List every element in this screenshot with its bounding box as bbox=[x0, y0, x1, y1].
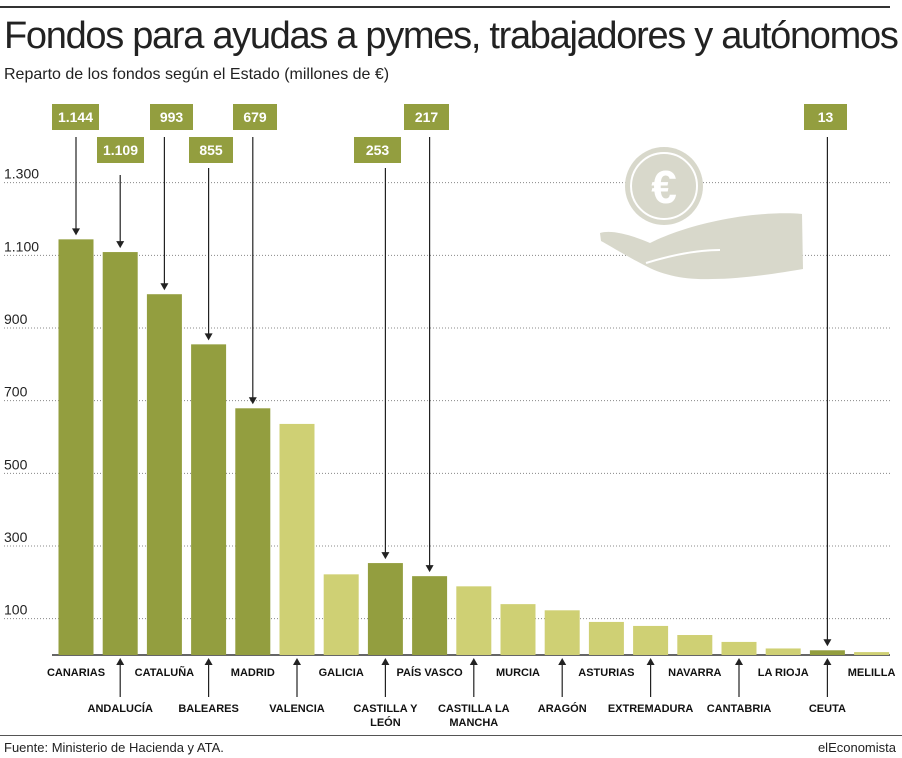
category-label: CASTILLA Y LEÓN bbox=[353, 703, 418, 729]
y-tick-label: 1.300 bbox=[4, 166, 39, 182]
label-pointer-head bbox=[646, 658, 655, 665]
bar bbox=[633, 625, 669, 655]
value-label: 1.144 bbox=[58, 109, 93, 125]
label-pointer-head bbox=[735, 658, 743, 665]
value-arrow-head bbox=[160, 283, 169, 291]
category-label: MELILLA bbox=[848, 667, 896, 679]
value-label-box bbox=[354, 137, 401, 163]
y-tick-label: 100 bbox=[4, 602, 28, 618]
category-label: MADRID bbox=[231, 667, 275, 679]
label-pointer-head bbox=[381, 658, 390, 665]
bar bbox=[677, 635, 713, 655]
source-note: Fuente: Ministerio de Hacienda y ATA. bbox=[4, 740, 224, 755]
value-label-box bbox=[233, 104, 277, 130]
value-label: 679 bbox=[243, 109, 267, 125]
brand-logo: elEconomista bbox=[817, 740, 896, 755]
bar bbox=[191, 344, 227, 655]
bar bbox=[102, 252, 138, 655]
category-label: GALICIA bbox=[319, 667, 364, 679]
bar bbox=[235, 408, 271, 655]
euro-symbol: € bbox=[651, 161, 677, 213]
bottom-rule bbox=[0, 735, 902, 736]
category-label: CASTILLA LA MANCHA bbox=[438, 703, 510, 729]
value-arrow-head bbox=[116, 241, 125, 249]
top-rule bbox=[0, 6, 890, 8]
category-label: VALENCIA bbox=[269, 703, 324, 715]
bar bbox=[456, 586, 492, 655]
category-label: CANARIAS bbox=[47, 667, 105, 679]
label-pointer-head bbox=[558, 658, 567, 665]
value-label: 1.109 bbox=[103, 142, 138, 158]
value-label-box bbox=[804, 104, 847, 130]
y-tick-label: 900 bbox=[4, 311, 28, 327]
category-label: BALEARES bbox=[178, 703, 239, 715]
category-label: EXTREMADURA bbox=[608, 703, 694, 715]
category-label: CEUTA bbox=[809, 703, 846, 715]
bars bbox=[58, 239, 890, 655]
value-arrow-head bbox=[204, 333, 213, 341]
bar bbox=[588, 621, 624, 655]
value-label: 253 bbox=[366, 142, 390, 158]
value-arrow-head bbox=[823, 639, 832, 647]
value-label: 855 bbox=[199, 142, 223, 158]
value-label-box bbox=[150, 104, 193, 130]
value-label: 217 bbox=[415, 109, 439, 125]
label-pointer-head bbox=[823, 658, 832, 665]
bar bbox=[279, 423, 315, 655]
bar bbox=[500, 604, 536, 655]
value-label-box bbox=[404, 104, 449, 130]
category-label: NAVARRA bbox=[668, 667, 721, 679]
value-annotations: 1.144 1.109 993 855 679 253 217 13 bbox=[52, 104, 847, 647]
category-labels: CANARIAS ANDALUCÍA CATALUÑA BALEARES MADRID V… bbox=[47, 658, 896, 729]
value-label-box bbox=[97, 137, 144, 163]
value-label: 13 bbox=[818, 109, 834, 125]
page-subtitle: Reparto de los fondos según el Estado (m… bbox=[4, 66, 390, 83]
label-pointer-head bbox=[469, 658, 478, 665]
label-pointer-head bbox=[116, 658, 125, 665]
y-tick-label: 500 bbox=[4, 456, 28, 472]
y-tick-label: 1.100 bbox=[4, 238, 39, 254]
bar bbox=[544, 610, 580, 655]
label-pointer-head bbox=[293, 658, 301, 665]
bar bbox=[412, 576, 448, 655]
bar bbox=[58, 239, 94, 655]
bar bbox=[854, 652, 890, 655]
value-arrow-head bbox=[381, 552, 390, 560]
value-arrow-head bbox=[248, 397, 257, 405]
bar bbox=[323, 574, 359, 655]
value-label: 993 bbox=[160, 109, 184, 125]
category-label: ANDALUCÍA bbox=[88, 702, 153, 715]
category-label: MURCIA bbox=[496, 667, 540, 679]
category-label: ARAGÓN bbox=[538, 702, 587, 715]
page-title: Fondos para ayudas a pymes, trabajadores… bbox=[4, 15, 899, 57]
label-pointer-head bbox=[204, 658, 213, 665]
value-label-box bbox=[52, 104, 99, 130]
value-label-box bbox=[189, 137, 233, 163]
value-arrow-head bbox=[425, 565, 434, 573]
bar bbox=[809, 650, 845, 655]
bar-chart: 100 300 500 700 900 1.100 1.300 € 1.144 1.109 99… bbox=[4, 104, 896, 729]
value-arrow-head bbox=[72, 228, 80, 236]
category-label: PAÍS VASCO bbox=[396, 666, 463, 679]
y-tick-label: 300 bbox=[4, 529, 28, 545]
bar bbox=[765, 648, 801, 655]
hand-holding-euro-coin-icon: € bbox=[600, 147, 803, 280]
bar bbox=[721, 641, 757, 655]
category-label: ASTURIAS bbox=[578, 667, 634, 679]
category-label: LA RIOJA bbox=[758, 667, 809, 679]
bar bbox=[146, 294, 182, 655]
category-label: CANTABRIA bbox=[707, 703, 772, 715]
y-tick-label: 700 bbox=[4, 384, 28, 400]
bar bbox=[367, 563, 403, 655]
category-label: CATALUÑA bbox=[135, 666, 195, 679]
